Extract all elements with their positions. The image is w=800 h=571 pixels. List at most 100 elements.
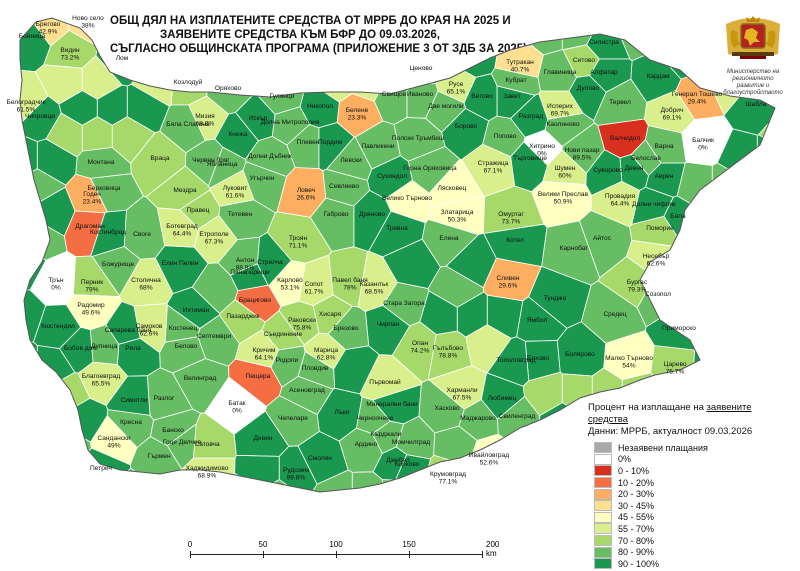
municipality-name: Съединение <box>264 331 303 338</box>
scale-bar-label: 100 <box>329 540 342 549</box>
municipality-name: Левски <box>340 157 362 164</box>
municipality-label: Родопи <box>276 357 299 364</box>
municipality-cell <box>652 0 682 53</box>
municipality-cell <box>0 446 37 502</box>
municipality-name: Своге <box>133 231 151 238</box>
municipality-value: 62.8% <box>317 355 336 362</box>
municipality-name: Малко Търново <box>605 355 653 362</box>
municipality-label: Аврен <box>655 173 674 180</box>
municipality-cell <box>519 424 563 463</box>
municipality-name: Враца <box>150 155 170 162</box>
municipality-cell <box>442 0 472 55</box>
municipality-cell <box>772 0 800 55</box>
municipality-name: Хитрино <box>529 143 555 150</box>
municipality-label: Елин Пелин <box>162 260 199 267</box>
municipality-name: Антон <box>236 257 255 264</box>
municipality-cell <box>757 39 800 80</box>
municipality-label: Алфатар <box>590 69 618 76</box>
municipality-label: Любимец <box>488 394 517 402</box>
municipality-name: Кричим <box>253 347 276 354</box>
municipality-name: Ловеч <box>297 187 315 194</box>
municipality-name: Трявна <box>386 225 408 232</box>
municipality-value: 69.1% <box>663 115 682 122</box>
municipality-name: Угърчин <box>250 175 275 182</box>
municipality-name: Септември <box>197 333 231 340</box>
municipality-name: Чипровци <box>25 113 55 120</box>
municipality-label: Божурище <box>102 261 134 268</box>
municipality-name: Белослав <box>631 155 661 162</box>
legend-item: Незаявени плащания <box>588 442 788 454</box>
municipality-label: Котел <box>506 237 524 244</box>
municipality-name: Полски Тръмбеш <box>392 134 444 142</box>
municipality-name: Свиленград <box>499 413 536 420</box>
municipality-cell <box>142 477 172 566</box>
municipality-label: Две могили <box>428 103 464 110</box>
scale-bar-tick <box>190 551 191 558</box>
legend-item: 70 - 80% <box>588 535 788 547</box>
municipality-name: Две могили <box>428 103 464 110</box>
municipality-cell <box>727 39 757 80</box>
municipality-cell <box>761 57 800 108</box>
municipality-label: Ихтиман <box>183 307 210 314</box>
municipality-name: Сухиндол <box>377 173 407 180</box>
municipality-label: Иваново <box>407 91 434 98</box>
legend-label: 30 - 45% <box>618 501 654 511</box>
municipality-label: Ситово <box>573 57 595 64</box>
municipality-name: Ситово <box>573 57 595 64</box>
municipality-cell <box>532 481 562 566</box>
municipality-name: Завет <box>503 93 521 100</box>
municipality-name: Бяла Слатина <box>166 121 210 128</box>
municipality-name: Джебел <box>386 456 410 464</box>
municipality-value: 99.8% <box>287 475 306 482</box>
municipality-label: Бяла Слатина <box>166 121 210 128</box>
municipality-cell <box>742 325 772 360</box>
municipality-cell <box>772 265 800 314</box>
municipality-name: Балчик <box>692 137 714 144</box>
municipality-label: Попово <box>494 133 517 140</box>
municipality-name: Кардам <box>646 73 670 80</box>
municipality-name: Велико Търново <box>382 195 432 202</box>
municipality-label: Елена <box>439 235 459 242</box>
municipality-name: Мездра <box>173 187 196 194</box>
municipality-name: Сапарева баня <box>105 326 152 334</box>
municipality-cell <box>37 403 67 438</box>
municipality-name: Любимец <box>488 394 517 402</box>
municipality-value: 68% <box>139 285 152 292</box>
municipality-name: Айтос <box>593 234 612 242</box>
municipality-label: Силистра <box>589 39 619 46</box>
municipality-value: 38% <box>81 23 94 30</box>
municipality-name: Раковски <box>288 317 316 324</box>
municipality-name: Ардино <box>355 441 378 448</box>
municipality-name: Севлиево <box>329 183 359 190</box>
municipality-label: Враца <box>150 155 170 162</box>
municipality-name: Банско <box>162 427 184 434</box>
municipality-value: 0% <box>232 408 242 415</box>
municipality-cell <box>472 0 502 53</box>
municipality-name: Крумовград <box>430 471 466 478</box>
municipality-value: 89.5% <box>573 155 592 162</box>
municipality-label: Петрич <box>90 465 112 472</box>
municipality-value: 75.7% <box>666 369 685 376</box>
municipality-name: Черноочене <box>357 415 394 422</box>
municipality-cell <box>727 299 757 334</box>
municipality-name: Стара Загора <box>383 300 425 307</box>
municipality-name: Искър <box>249 115 268 122</box>
municipality-cell <box>684 239 728 282</box>
scale-bar-label: 50 <box>259 540 268 549</box>
municipality-name: Симитли <box>120 397 147 404</box>
municipality-name: Несебър <box>643 252 670 260</box>
municipality-label: Монтана <box>88 159 115 166</box>
municipality-cell <box>307 39 337 82</box>
municipality-cell <box>262 0 292 47</box>
municipality-name: Лясковец <box>438 185 467 192</box>
municipality-value: 0% <box>51 285 61 292</box>
legend-swatch <box>594 477 612 488</box>
municipality-label: Трявна <box>386 225 408 232</box>
municipality-cell <box>202 0 232 47</box>
municipality-name: Берковица <box>88 185 121 192</box>
municipality-label: Варна <box>654 143 673 150</box>
